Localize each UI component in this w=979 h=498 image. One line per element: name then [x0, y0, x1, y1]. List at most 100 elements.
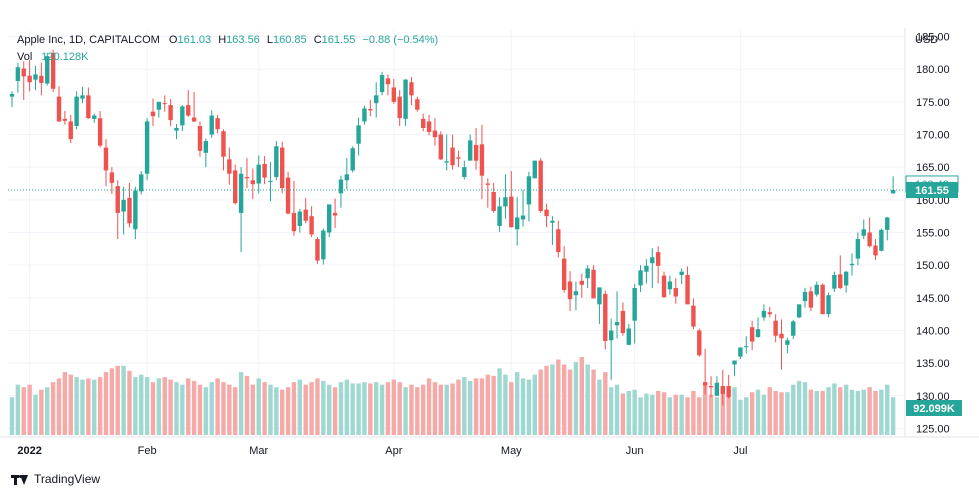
candle-body [726, 386, 731, 398]
volume-bar [785, 392, 790, 435]
candle-body [638, 270, 643, 286]
volume-bar [485, 374, 491, 435]
candle-body [92, 115, 97, 119]
candle-body [820, 284, 825, 315]
volume-bar [103, 372, 109, 435]
price-tick-label: 180.00 [916, 64, 950, 76]
volume-bar [327, 384, 332, 435]
candle-body [373, 95, 379, 104]
candle-body [444, 161, 449, 163]
candle-body [614, 321, 620, 326]
volume-bar [608, 387, 614, 435]
candle-body [544, 209, 549, 217]
candle-body [150, 111, 156, 117]
candle-body [708, 386, 714, 388]
candle-body [538, 160, 543, 211]
volume-bar [221, 382, 226, 435]
volume-bar [791, 384, 796, 435]
candle-body [262, 163, 267, 178]
candle-body [585, 268, 590, 279]
volume-bar [585, 364, 590, 435]
volume-bar [385, 382, 391, 435]
volume-bar [191, 380, 197, 435]
candle-body [597, 287, 602, 305]
candle-body [755, 329, 761, 338]
candle-body [27, 75, 32, 83]
volume-bar [761, 394, 767, 435]
volume-bar [256, 378, 261, 435]
candle-body [350, 148, 355, 171]
volume-bar [667, 397, 673, 435]
time-tick-label: May [501, 445, 522, 457]
volume-bar [174, 382, 179, 435]
candle-body [779, 333, 784, 339]
volume-bar [826, 387, 831, 435]
volume-bar [861, 389, 866, 435]
volume-bar [233, 387, 238, 435]
volume-bar [39, 389, 44, 435]
candle-body [497, 206, 502, 226]
candle-body [368, 109, 373, 111]
volume-bar [467, 380, 473, 435]
candle-body [561, 258, 567, 290]
tradingview-logo-icon [11, 473, 29, 485]
time-tick-label: Jun [626, 445, 644, 457]
candle-body [133, 190, 138, 230]
symbol-title[interactable]: Apple Inc, 1D, CAPITALCOM [17, 34, 160, 46]
price-axis[interactable]: 125.00 130.00 135.00 140.00 145.00 150.00 155.… [916, 32, 950, 436]
volume-bar [50, 382, 56, 435]
candle-body [103, 147, 109, 171]
volume-bar [808, 389, 814, 435]
candle-body [673, 288, 678, 297]
candle-body [332, 212, 338, 216]
symbol-legend[interactable]: Apple Inc, 1D, CAPITALCOM O161.03 H163.5… [17, 34, 438, 46]
candle-body [215, 118, 220, 130]
candle-body [802, 291, 808, 302]
volume-bar [702, 384, 708, 435]
volume-legend[interactable]: Vol 120.128K [17, 51, 88, 63]
volume-bar [338, 382, 344, 435]
candle-body [450, 147, 455, 166]
tradingview-footer[interactable]: TradingView [11, 472, 100, 486]
candle-body [256, 164, 261, 184]
volume-bar [867, 387, 872, 435]
candle-body [86, 95, 91, 119]
volume-bar [779, 392, 784, 435]
candle-body [714, 382, 720, 396]
volume-bar [391, 379, 397, 435]
volume-bar [556, 359, 561, 435]
candle-body [620, 310, 626, 334]
candle-body [191, 117, 197, 122]
volume-bar [714, 397, 720, 435]
currency-label[interactable]: USD [915, 34, 939, 46]
volume-bar [420, 384, 426, 435]
volume-bar [209, 382, 214, 435]
time-tick-label: Jul [733, 445, 747, 457]
candle-body [397, 96, 402, 119]
candle-body [127, 197, 132, 224]
candle-body [826, 295, 831, 315]
candle-body [197, 126, 203, 151]
volume-bar [426, 378, 432, 435]
volume-bar [197, 384, 203, 435]
volume-bar [726, 390, 731, 435]
candle-body [156, 101, 162, 110]
volume-bar [755, 389, 761, 435]
candle-body [603, 293, 608, 341]
volume-bar [550, 364, 555, 435]
volume-bar [802, 382, 808, 435]
candle-body [785, 340, 790, 345]
candle-body [509, 196, 514, 228]
time-axis[interactable]: 2022 Feb Mar Apr May Jun Jul [17, 445, 747, 457]
volume-bar [561, 364, 567, 435]
volume-bar [773, 390, 778, 435]
candle-body [685, 274, 690, 305]
candle-body [691, 305, 696, 327]
candle-body [456, 157, 461, 159]
volume-bar [567, 369, 573, 435]
price-tick-label: 135.00 [916, 358, 950, 370]
candle-body [432, 130, 438, 138]
candle-body [697, 330, 702, 356]
close-value: 161.55 [321, 34, 356, 46]
